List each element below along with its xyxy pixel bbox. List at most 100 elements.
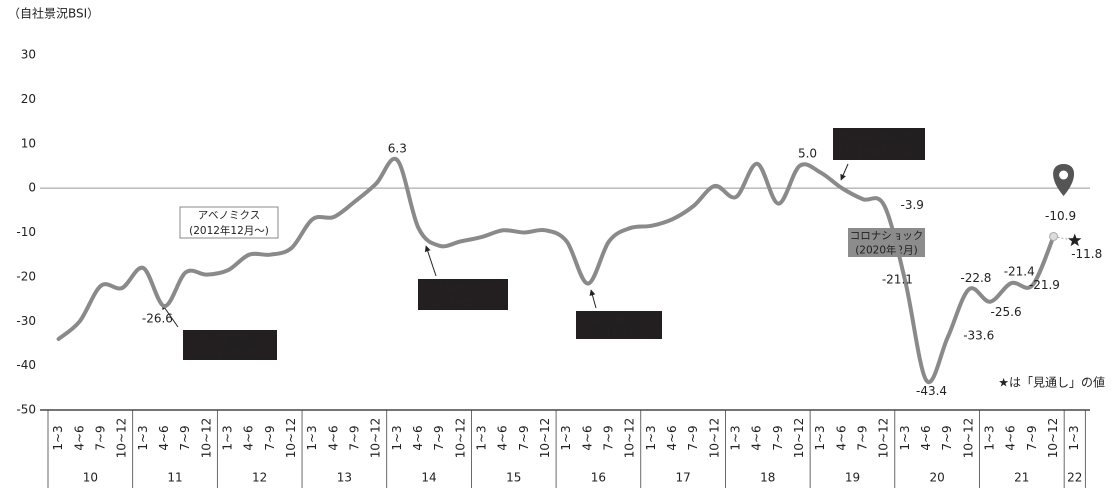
- year-label: 21: [1014, 471, 1029, 485]
- x-tick-label: 7~9: [686, 425, 700, 450]
- x-tick-label: 10~12: [453, 418, 467, 459]
- x-tick-label: 1~3: [983, 425, 997, 450]
- x-tick-label: 4~6: [157, 425, 171, 450]
- y-tick-label: 0: [28, 181, 36, 195]
- y-tick-label: -10: [16, 225, 36, 239]
- annotation-box: [576, 311, 662, 339]
- annotation-text: アベノミクス: [198, 209, 260, 221]
- data-label: -11.8: [1071, 247, 1102, 261]
- data-label: 5.0: [798, 146, 817, 160]
- annotation-box: [183, 330, 277, 360]
- x-tick-label: 7~9: [856, 425, 870, 450]
- x-tick-label: 4~6: [242, 425, 256, 450]
- legend-label: ★は「見通し」の値: [998, 375, 1105, 390]
- x-tick-label: 1~3: [51, 425, 65, 450]
- data-label: -33.6: [963, 329, 994, 343]
- year-label: 18: [760, 471, 775, 485]
- annotation-arrow: [589, 289, 597, 309]
- annotation-box: [418, 279, 508, 310]
- year-label: 10: [83, 471, 98, 485]
- annotation-arrow: [840, 163, 849, 181]
- annotation-text: (2014年4月): [432, 296, 495, 309]
- x-tick-label: 4~6: [326, 425, 340, 450]
- latest-point: [1049, 231, 1059, 241]
- x-tick-label: 10~12: [792, 418, 806, 459]
- x-tick-label: 1~3: [559, 425, 573, 450]
- annotation-text: (2018年7～9月): [839, 146, 919, 159]
- y-tick-label: -20: [16, 269, 36, 283]
- x-tick-label: 1~3: [1067, 425, 1081, 450]
- x-tick-label: 7~9: [347, 425, 361, 450]
- year-label: 12: [252, 471, 267, 485]
- annotation-text: 消費税8%に: [434, 280, 493, 293]
- x-tick-label: 10~12: [623, 418, 637, 459]
- x-tick-label: 7~9: [771, 425, 785, 450]
- x-tick-label: 4~6: [1004, 425, 1018, 450]
- data-label: -21.9: [1029, 278, 1060, 292]
- pin-hole: [1059, 170, 1069, 180]
- annotation-text: (2012年12月～): [189, 224, 269, 237]
- year-label: 13: [337, 471, 352, 485]
- x-tick-label: 10~12: [538, 418, 552, 459]
- annotation: アベノミクス (2012年12月～): [179, 206, 279, 239]
- year-label: 11: [167, 471, 182, 485]
- x-tick-label: 4~6: [919, 425, 933, 450]
- data-line: [56, 156, 1056, 385]
- x-tick-label: 7~9: [940, 425, 954, 450]
- data-label: 6.3: [388, 142, 407, 156]
- x-tick-label: 4~6: [496, 425, 510, 450]
- annotation: 消費税8%に (2014年4月): [418, 279, 508, 310]
- y-tick-label: 20: [21, 92, 36, 106]
- x-tick-label: 10~12: [199, 418, 213, 459]
- x-tick-label: 1~3: [220, 425, 234, 450]
- data-label: -3.9: [901, 198, 924, 212]
- data-label: -10.9: [1045, 209, 1076, 223]
- annotation-arrow: [424, 245, 437, 277]
- x-tick-label: 10~12: [707, 418, 721, 459]
- y-tick-label: -30: [16, 314, 36, 328]
- x-tick-label: 10~12: [369, 418, 383, 459]
- data-label: -43.4: [916, 384, 947, 398]
- year-label: 20: [929, 471, 944, 485]
- data-label: -21.4: [1004, 265, 1035, 279]
- x-tick-label: 1~3: [136, 425, 150, 450]
- data-label: -26.6: [142, 312, 173, 326]
- x-tick-label: 10~12: [284, 418, 298, 459]
- x-tick-label: 7~9: [263, 425, 277, 450]
- annotation-box: [833, 128, 925, 160]
- year-label: 16: [591, 471, 606, 485]
- annotation-text: (2011年3月): [199, 346, 262, 359]
- annotation-text: (2020年2月): [855, 243, 918, 256]
- x-tick-label: 4~6: [665, 425, 679, 450]
- x-tick-label: 7~9: [517, 425, 531, 450]
- x-tick-label: 4~6: [750, 425, 764, 450]
- data-label: -25.6: [991, 305, 1022, 319]
- x-tick-label: 1~3: [474, 425, 488, 450]
- y-tick-label: 30: [21, 48, 36, 62]
- pin-icon: [1053, 164, 1075, 196]
- annotation-text: (2016年6月): [588, 326, 651, 339]
- annotation: コロナショック(2020年2月): [848, 228, 925, 257]
- x-tick-label: 10~12: [877, 418, 891, 459]
- annotation: 英国EU離脱問題(2016年6月): [576, 311, 662, 339]
- data-label: -22.8: [960, 271, 991, 285]
- y-tick-label: -50: [16, 403, 36, 417]
- x-tick-label: 7~9: [93, 425, 107, 450]
- year-label: 17: [675, 471, 690, 485]
- x-tick-label: 4~6: [411, 425, 425, 450]
- x-tick-label: 1~3: [729, 425, 743, 450]
- x-tick-label: 1~3: [644, 425, 658, 450]
- x-tick-label: 1~3: [898, 425, 912, 450]
- annotation-box: [848, 228, 925, 257]
- annotation: 米中貿易摩擦激化 (2018年7～9月): [833, 128, 925, 160]
- x-tick-label: 10~12: [1046, 418, 1060, 459]
- x-tick-label: 4~6: [834, 425, 848, 450]
- annotation-text: 東日本大震災: [199, 331, 262, 344]
- x-tick-label: 1~3: [305, 425, 319, 450]
- y-tick-label: 10: [21, 136, 36, 150]
- x-tick-label: 7~9: [602, 425, 616, 450]
- annotation-text: 米中貿易摩擦激化: [837, 130, 921, 143]
- x-tick-label: 4~6: [72, 425, 86, 450]
- annotation-text: コロナショック: [850, 230, 924, 242]
